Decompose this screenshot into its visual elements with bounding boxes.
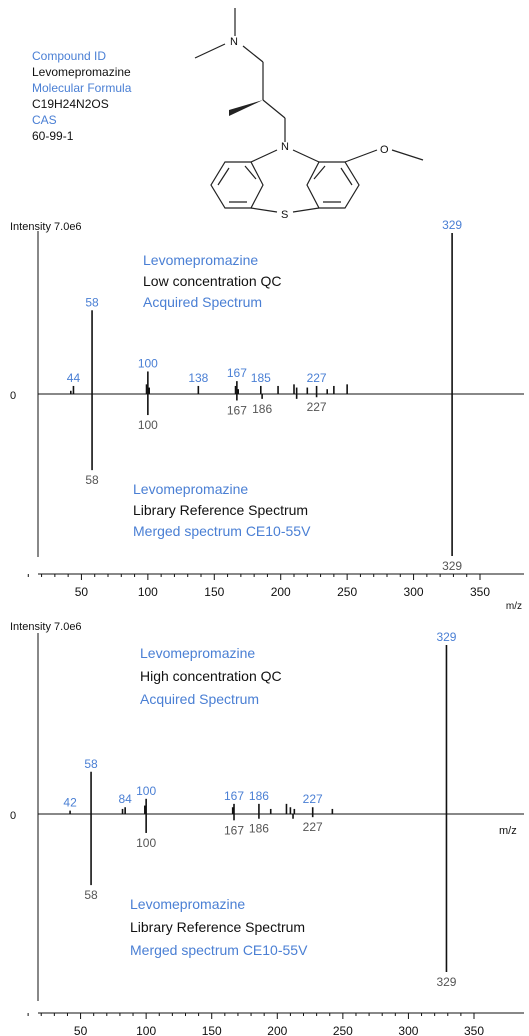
top-peak-label: 227 [307,371,327,385]
bottom-peak-label: 58 [84,888,98,902]
x-tick-label: 50 [75,585,89,599]
bond [313,165,326,180]
bottom-peak-label: 329 [442,559,462,573]
top-spectrum-caption: Levomepromazine [140,645,255,661]
bond [242,45,264,63]
bottom-spectrum-caption: Levomepromazine [133,481,248,497]
top-peak-label: 42 [63,796,77,810]
zero-label: 0 [10,810,16,822]
bottom-peak-label: 58 [85,473,99,487]
top-peak-label: 138 [188,371,208,385]
bottom-peak-label: 186 [249,822,269,836]
x-tick-label: 150 [204,585,224,599]
bottom-peak-label: 329 [436,975,456,989]
top-peak-label: 58 [84,757,98,771]
top-peak-label: 329 [442,218,462,232]
compound-info: Compound ID Levomepromazine Molecular Fo… [32,48,131,144]
x-tick-label: 300 [398,1024,418,1036]
top-peak-label: 329 [436,630,456,644]
bond [250,149,278,163]
molecular-formula-label: Molecular Formula [32,81,132,95]
x-tick-label: 50 [74,1024,88,1036]
top-spectrum-caption: High concentration QC [140,668,282,684]
top-spectrum-caption: Low concentration QC [143,273,282,289]
top-peak-label: 100 [136,784,156,798]
compound-id-value: Levomepromazine [32,65,131,79]
bottom-spectrum-caption: Library Reference Spectrum [133,502,308,518]
bottom-peak-label: 167 [224,823,244,837]
top-spectrum-caption: Acquired Spectrum [143,294,262,310]
top-spectrum-caption: Acquired Spectrum [140,691,259,707]
bottom-spectrum-caption: Levomepromazine [130,896,245,912]
bottom-peak-label: 186 [252,402,272,416]
inline-mz-label: m/z [499,825,517,837]
bond [244,165,257,180]
cas-value: 60-99-1 [32,129,74,143]
top-peak-label: 167 [227,366,247,380]
bottom-peak-label: 227 [307,400,327,414]
x-tick-label: 250 [333,1024,353,1036]
x-tick-label: 250 [337,585,357,599]
wedge-bond [229,100,263,116]
top-peak-label: 185 [251,371,271,385]
bottom-peak-label: 167 [227,403,247,417]
bond [292,149,320,163]
intensity-label: Intensity 7.0e6 [10,221,82,233]
x-tick-label: 150 [202,1024,222,1036]
x-tick-label: 100 [136,1024,156,1036]
bond [344,149,378,163]
compound-id-label: Compound ID [32,49,107,63]
x-tick-label: 350 [464,1024,484,1036]
bond [292,207,320,213]
atom-label-sulfur: S [281,209,288,221]
zero-label: 0 [10,390,16,402]
bottom-spectrum-caption: Merged spectrum CE10-55V [133,523,311,539]
benzene-ring-left [210,161,264,209]
top-spectrum-caption: Levomepromazine [143,252,258,268]
bottom-spectrum-caption: Merged spectrum CE10-55V [130,942,308,958]
bottom-peak-label: 227 [303,820,323,834]
x-tick-label: 350 [470,585,490,599]
bond [250,207,278,213]
top-peak-label: 167 [224,789,244,803]
x-tick-label: 200 [271,585,291,599]
mirror-spectrum-chart-high-qc: Intensity 7.0e60m/z50100150200250300350m… [10,621,524,1036]
atom-label-amine-n: N [230,36,238,48]
x-axis-label: m/z [506,601,522,610]
top-peak-label: 227 [303,792,323,806]
x-tick-label: 100 [138,585,158,599]
atom-label-ring-n: N [281,141,289,153]
x-tick-label: 300 [404,585,424,599]
cas-label: CAS [32,113,57,127]
chemical-structure-diagram: N N S O [194,8,424,221]
bottom-peak-label: 100 [138,418,158,432]
molecular-formula-value: C19H24N2OS [32,97,109,111]
bond [194,43,226,59]
bond [262,99,286,119]
bond [217,167,230,186]
mirror-spectrum-chart-low-qc: Intensity 7.0e6 0 50 100 150 200 250 300 350 m/z 4… [10,218,524,610]
atom-label-oxygen: O [380,144,389,156]
top-peak-label: 186 [249,789,269,803]
bond [340,167,353,186]
intensity-label: Intensity 7.0e6 [10,621,82,633]
bottom-spectrum-caption: Library Reference Spectrum [130,919,305,935]
bond [391,149,424,161]
x-tick-label: 200 [267,1024,287,1036]
benzene-ring-right [306,161,360,209]
top-peak-label: 44 [67,371,81,385]
bottom-peak-label: 100 [136,836,156,850]
top-peak-label: 100 [138,356,158,370]
top-peak-label: 58 [85,295,99,309]
top-peak-label: 84 [118,792,132,806]
